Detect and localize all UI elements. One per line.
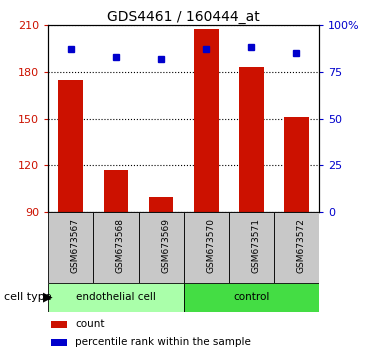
Bar — [48, 283, 184, 312]
Bar — [104, 170, 128, 212]
Bar — [239, 67, 264, 212]
Bar — [194, 29, 219, 212]
Text: GSM673572: GSM673572 — [296, 218, 305, 273]
Text: GSM673570: GSM673570 — [206, 218, 215, 273]
Bar — [58, 80, 83, 212]
Bar — [274, 212, 319, 283]
Bar — [48, 212, 93, 283]
Bar — [184, 283, 319, 312]
Text: GSM673571: GSM673571 — [252, 218, 260, 273]
Bar — [93, 212, 138, 283]
Bar — [229, 212, 274, 283]
Bar — [138, 212, 184, 283]
Text: control: control — [233, 292, 270, 302]
Text: GSM673568: GSM673568 — [116, 218, 125, 273]
Bar — [184, 212, 229, 283]
Text: GSM673569: GSM673569 — [161, 218, 170, 273]
Text: count: count — [75, 319, 105, 329]
Bar — [51, 321, 67, 328]
Bar — [149, 197, 174, 212]
Text: GSM673567: GSM673567 — [71, 218, 80, 273]
Text: ▶: ▶ — [43, 291, 52, 304]
Text: percentile rank within the sample: percentile rank within the sample — [75, 337, 251, 347]
Bar — [51, 339, 67, 346]
Text: cell type: cell type — [4, 292, 51, 302]
Text: endothelial cell: endothelial cell — [76, 292, 156, 302]
Bar — [284, 117, 309, 212]
Title: GDS4461 / 160444_at: GDS4461 / 160444_at — [107, 10, 260, 24]
